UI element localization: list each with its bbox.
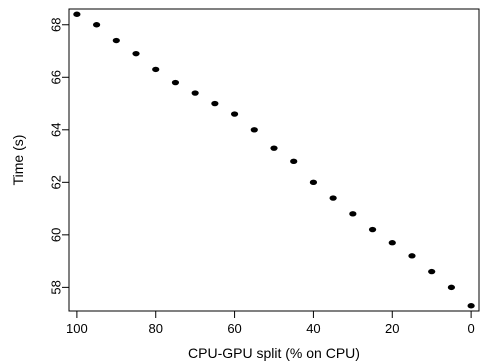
data-point-7 (211, 100, 219, 107)
x-tick-label-20: 20 (385, 321, 399, 336)
data-point-15 (368, 226, 377, 233)
y-axis: 58 60 62 64 66 68 (49, 18, 69, 295)
data-point-11 (290, 158, 298, 165)
data-point-4 (152, 66, 160, 73)
data-point-8 (230, 111, 239, 117)
data-points (73, 11, 475, 309)
data-point-5 (171, 79, 180, 86)
y-axis-title: Time (s) (10, 135, 26, 186)
data-point-9 (250, 127, 258, 133)
x-tick-label-0: 0 (467, 321, 474, 336)
x-tick-label-80: 80 (148, 321, 162, 336)
data-point-16 (388, 240, 396, 246)
data-point-17 (408, 253, 416, 259)
x-tick-label-40: 40 (306, 321, 320, 336)
data-point-6 (191, 90, 199, 96)
y-tick-label-68: 68 (49, 18, 64, 32)
data-point-12 (309, 179, 318, 186)
data-point-13 (329, 195, 337, 201)
y-tick-label-64: 64 (49, 123, 64, 137)
data-point-19 (447, 284, 456, 291)
y-tick-label-66: 66 (49, 70, 64, 84)
data-point-20 (467, 303, 475, 309)
x-axis-title: CPU-GPU split (% on CPU) (188, 345, 360, 361)
data-point-14 (349, 211, 357, 217)
y-tick-label-58: 58 (49, 280, 64, 294)
data-point-0 (73, 11, 81, 17)
data-point-10 (270, 145, 278, 151)
plot-frame (68, 8, 480, 312)
x-tick-label-100: 100 (66, 321, 88, 336)
x-axis: 100 80 60 40 20 0 (66, 311, 475, 336)
y-tick-label-62: 62 (49, 175, 64, 189)
data-point-3 (132, 50, 140, 57)
data-point-2 (112, 37, 120, 44)
y-tick-label-60: 60 (49, 228, 64, 242)
x-tick-label-60: 60 (227, 321, 241, 336)
data-point-18 (428, 268, 436, 275)
data-point-1 (92, 22, 101, 28)
